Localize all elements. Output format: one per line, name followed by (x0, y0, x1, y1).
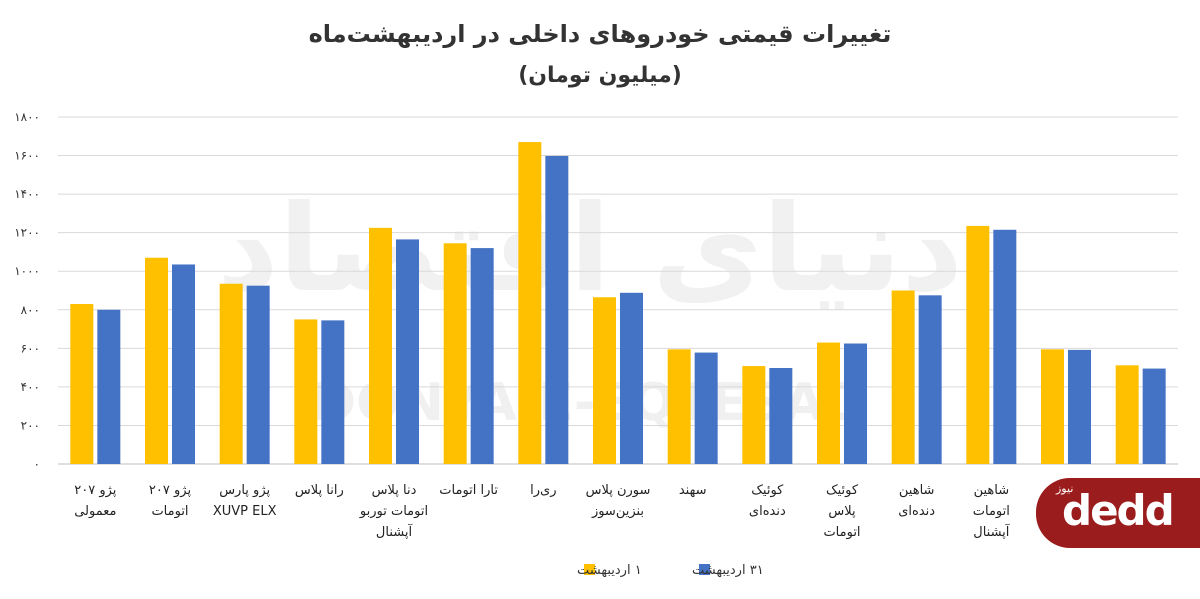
legend-swatch-series-1 (584, 564, 595, 575)
y-tick-label: ۱۰۰۰ (14, 264, 40, 278)
y-tick-label: ۴۰۰ (21, 380, 40, 394)
x-tick-label: کوئیک (751, 483, 784, 498)
bar-series-2-cat-4 (321, 320, 345, 464)
bar-series-1-cat-7 (518, 142, 542, 465)
x-tick-label: پژو پارس (219, 483, 270, 498)
bars (70, 142, 1166, 465)
y-tick-label: ۱۲۰۰ (14, 226, 40, 240)
logo-small-text: نیوز (1056, 482, 1074, 495)
bar-series-1-cat-3 (219, 283, 243, 464)
bar-series-1-cat-5 (369, 227, 392, 464)
x-tick-label: دنا پلاس (372, 483, 417, 498)
x-tick-label: اتومات (973, 504, 1010, 519)
bar-series-1-cat-15 (1115, 365, 1139, 464)
x-tick-label: آپشنال (973, 523, 1011, 540)
bar-series-2-cat-9 (694, 352, 718, 464)
bar-series-2-cat-8 (620, 292, 643, 464)
bar-series-1-cat-14 (1041, 349, 1064, 464)
chart-subtitle: (میلیون تومان) (518, 63, 682, 88)
chart-title: تغییرات قیمتی خودروهای داخلی در اردیبهشت… (309, 20, 892, 48)
x-tick-label: تارا اتومات (439, 483, 498, 498)
logo-main-text: dedd (1062, 486, 1175, 535)
y-tick-label: ۱۶۰۰ (14, 149, 40, 163)
x-tick-label: آپشنال (376, 523, 414, 540)
x-axis: پژو ۲۰۷ معمولی پژو ۲۰۷ اتومات پژو پارس XUVP E… (74, 483, 1011, 540)
x-tick-label: دنده‌ای (749, 504, 786, 519)
bar-series-1-cat-4 (294, 319, 318, 464)
bar-series-2-cat-13 (993, 229, 1017, 464)
bar-series-2-cat-1 (97, 309, 121, 464)
x-tick-label: پژو ۲۰۷ (149, 483, 192, 498)
watermark-fa: دنیای اقتصاد (217, 180, 963, 319)
x-tick-label: اتومات (823, 525, 860, 540)
bar-series-2-cat-11 (844, 343, 867, 464)
bar-series-2-cat-3 (246, 285, 270, 464)
bar-series-2-cat-2 (172, 264, 195, 464)
bar-series-2-cat-7 (545, 155, 569, 465)
x-tick-label: XUVP ELX (213, 504, 277, 519)
legend: ۳۱ اردیبهشت ۱ اردیبهشت (577, 563, 764, 578)
legend-label-series-1: ۱ اردیبهشت (577, 563, 642, 578)
x-tick-label: پلاس (828, 504, 856, 519)
x-tick-label: کوئیک (826, 483, 859, 498)
bar-series-2-cat-5 (396, 239, 419, 464)
x-tick-label: اتومات توربو (359, 504, 428, 519)
bar-series-1-cat-6 (443, 243, 467, 464)
x-tick-label: ری‌را (530, 483, 556, 498)
y-tick-label: ۱۴۰۰ (14, 187, 40, 201)
y-tick-label: ۲۰۰ (21, 418, 40, 432)
x-tick-label: بنزین‌سوز (591, 504, 644, 519)
x-tick-label: شاهین (899, 483, 935, 498)
bar-series-1-cat-13 (966, 225, 990, 464)
y-tick-label: ۰ (34, 457, 40, 471)
bar-series-1-cat-9 (667, 349, 691, 464)
x-tick-label: پژو ۲۰۷ (74, 483, 117, 498)
legend-swatch-series-2 (699, 564, 710, 575)
bar-series-1-cat-8 (593, 297, 616, 464)
x-tick-label: معمولی (74, 504, 116, 519)
x-tick-label: شاهین (974, 483, 1010, 498)
bar-series-1-cat-12 (891, 290, 915, 464)
y-tick-label: ۶۰۰ (21, 341, 40, 355)
x-tick-label: دنده‌ای (898, 504, 935, 519)
grid (58, 116, 1178, 465)
bar-series-2-cat-14 (1068, 349, 1091, 464)
bar-series-1-cat-11 (817, 342, 840, 464)
bar-series-2-cat-10 (769, 367, 793, 464)
bar-series-2-cat-12 (918, 295, 942, 464)
x-tick-label: سورن پلاس (586, 483, 651, 498)
x-tick-label: سهند (679, 483, 707, 498)
bar-series-1-cat-1 (70, 303, 94, 464)
bar-series-2-cat-6 (470, 248, 494, 464)
bar-series-2-cat-15 (1142, 368, 1166, 464)
bar-series-1-cat-10 (742, 366, 766, 464)
brand-logo: نیوز dedd (1036, 478, 1200, 548)
y-tick-label: ۸۰۰ (21, 303, 40, 317)
y-axis: ۰ ۲۰۰ ۴۰۰ ۶۰۰ ۸۰۰ ۱۰۰۰ ۱۲۰۰ ۱۴۰۰ ۱۶۰۰ ۱۸۰۰ (14, 110, 40, 471)
bar-series-1-cat-2 (145, 257, 168, 464)
legend-label-series-2: ۳۱ اردیبهشت (692, 563, 764, 578)
x-tick-label: رانا پلاس (295, 483, 344, 498)
y-tick-label: ۱۸۰۰ (14, 110, 40, 124)
x-tick-label: اتومات (151, 504, 188, 519)
